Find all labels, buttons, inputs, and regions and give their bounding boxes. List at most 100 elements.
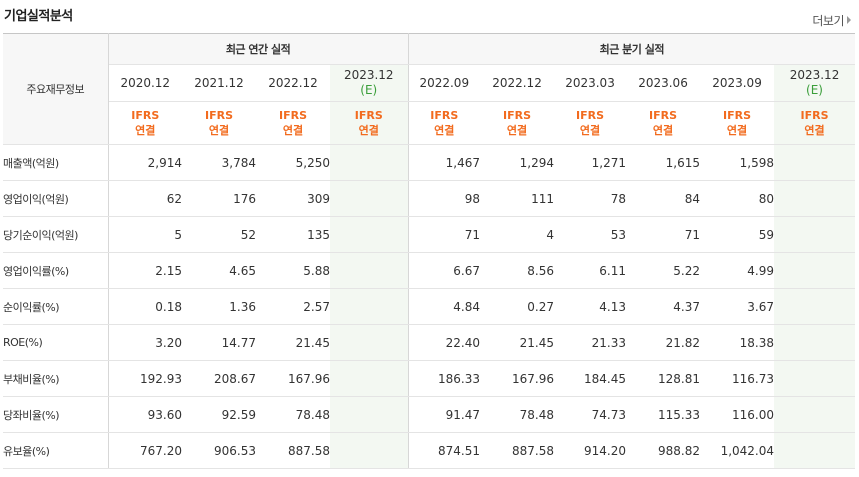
table-cell: 135 — [256, 216, 330, 253]
accounting-standard: IFRS 연결 — [182, 101, 256, 145]
standard-consolidated: 연결 — [506, 124, 528, 137]
standard-consolidated: 연결 — [358, 124, 379, 137]
quarter-group-header: 최근 분기 실적 — [408, 33, 856, 65]
period-header: 2022.09 — [408, 64, 481, 102]
table-cell: 128.81 — [626, 360, 701, 397]
table-cell: 84 — [626, 180, 701, 217]
table-cell: 22.40 — [408, 324, 481, 361]
table-cell: 52 — [182, 216, 256, 253]
table-cell: 167.96 — [256, 360, 330, 397]
table-cell: 906.53 — [182, 432, 256, 469]
table-cell: 0.18 — [108, 288, 182, 325]
table-cell: 6.11 — [554, 252, 627, 289]
table-cell: 3,784 — [182, 144, 256, 181]
table-cell — [774, 360, 856, 397]
table-cell: 4.99 — [700, 252, 775, 289]
table-cell: 1,615 — [626, 144, 701, 181]
period-label: 2022.09 — [419, 75, 470, 90]
table-row: 유보율(%) 767.20 906.53 887.58 874.51 887.58 914.… — [3, 432, 856, 469]
accounting-standard: IFRS 연결 — [774, 101, 856, 145]
table-cell: 6.67 — [408, 252, 481, 289]
table-cell: 4.13 — [554, 288, 627, 325]
period-header: 2023.12 (E) — [774, 64, 856, 102]
standard-ifrs: IFRS — [131, 109, 160, 122]
table-cell: 62 — [108, 180, 182, 217]
accounting-standard: IFRS 연결 — [480, 101, 555, 145]
row-label: ROE(%) — [3, 324, 109, 361]
table-cell: 988.82 — [626, 432, 701, 469]
table-cell: 3.20 — [108, 324, 182, 361]
table-cell — [330, 324, 409, 361]
table-cell — [774, 180, 856, 217]
table-cell: 1.36 — [182, 288, 256, 325]
table-cell: 5 — [108, 216, 182, 253]
standard-consolidated: 연결 — [579, 124, 601, 137]
accounting-standard: IFRS 연결 — [256, 101, 330, 145]
period-header: 2020.12 — [108, 64, 182, 102]
table-cell — [330, 396, 409, 433]
table-cell: 78.48 — [480, 396, 555, 433]
table-cell: 5.22 — [626, 252, 701, 289]
table-cell — [774, 252, 856, 289]
table-cell: 4.37 — [626, 288, 701, 325]
table-cell — [330, 252, 409, 289]
standard-consolidated: 연결 — [652, 124, 674, 137]
table-cell: 2.15 — [108, 252, 182, 289]
table-cell: 71 — [408, 216, 481, 253]
table-cell: 80 — [700, 180, 775, 217]
period-label: 2023.12 — [789, 68, 840, 82]
period-header: 2023.12 (E) — [330, 64, 409, 102]
more-link[interactable]: 더보기 — [812, 12, 851, 29]
table-cell: 98 — [408, 180, 481, 217]
table-cell: 1,467 — [408, 144, 481, 181]
period-header: 2022.12 — [480, 64, 555, 102]
table-cell: 115.33 — [626, 396, 701, 433]
table-cell — [774, 396, 856, 433]
table-cell: 21.45 — [256, 324, 330, 361]
table-cell — [774, 144, 856, 181]
table-cell: 116.00 — [700, 396, 775, 433]
period-header: 2023.09 — [700, 64, 775, 102]
table-cell — [330, 216, 409, 253]
table-row: 당좌비율(%) 93.60 92.59 78.48 91.47 78.48 74.73 115… — [3, 396, 856, 433]
table-cell: 874.51 — [408, 432, 481, 469]
standard-consolidated: 연결 — [282, 124, 304, 137]
table-cell: 1,598 — [700, 144, 775, 181]
table-row: ROE(%) 3.20 14.77 21.45 22.40 21.45 21.33 21.82… — [3, 324, 856, 361]
period-label: 2023.09 — [712, 75, 762, 90]
table-cell: 192.93 — [108, 360, 182, 397]
accounting-standard: IFRS 연결 — [408, 101, 481, 145]
table-cell: 59 — [700, 216, 775, 253]
accounting-standard: IFRS 연결 — [554, 101, 627, 145]
table-cell: 21.45 — [480, 324, 555, 361]
table-cell — [330, 288, 409, 325]
row-label: 영업이익(억원) — [3, 180, 109, 217]
table-cell: 208.67 — [182, 360, 256, 397]
table-cell: 78 — [554, 180, 627, 217]
table-cell — [774, 216, 856, 253]
table-cell: 0.27 — [480, 288, 555, 325]
standard-consolidated: 연결 — [434, 124, 455, 137]
table-row: 영업이익(억원) 62 176 309 98 111 78 84 80 — [3, 180, 856, 217]
standard-ifrs: IFRS — [723, 109, 752, 122]
table-cell: 93.60 — [108, 396, 182, 433]
table-row: 부채비율(%) 192.93 208.67 167.96 186.33 167.96 184… — [3, 360, 856, 397]
estimate-mark: (E) — [806, 83, 823, 97]
table-cell: 2.57 — [256, 288, 330, 325]
table-cell: 116.73 — [700, 360, 775, 397]
table-row: 매출액(억원) 2,914 3,784 5,250 1,467 1,294 1,271 1,6… — [3, 144, 856, 181]
table-cell: 91.47 — [408, 396, 481, 433]
table-cell: 4 — [480, 216, 555, 253]
standard-consolidated: 연결 — [726, 124, 748, 137]
period-label: 2023.12 — [343, 68, 394, 82]
accounting-standard: IFRS 연결 — [108, 101, 182, 145]
table-cell: 21.33 — [554, 324, 627, 361]
table-cell — [330, 432, 409, 469]
table-cell: 5.88 — [256, 252, 330, 289]
table-cell: 21.82 — [626, 324, 701, 361]
table-cell: 1,294 — [480, 144, 555, 181]
section-title: 기업실적분석 — [4, 9, 73, 24]
table-cell: 186.33 — [408, 360, 481, 397]
table-cell: 184.45 — [554, 360, 627, 397]
accounting-standard: IFRS 연결 — [700, 101, 775, 145]
